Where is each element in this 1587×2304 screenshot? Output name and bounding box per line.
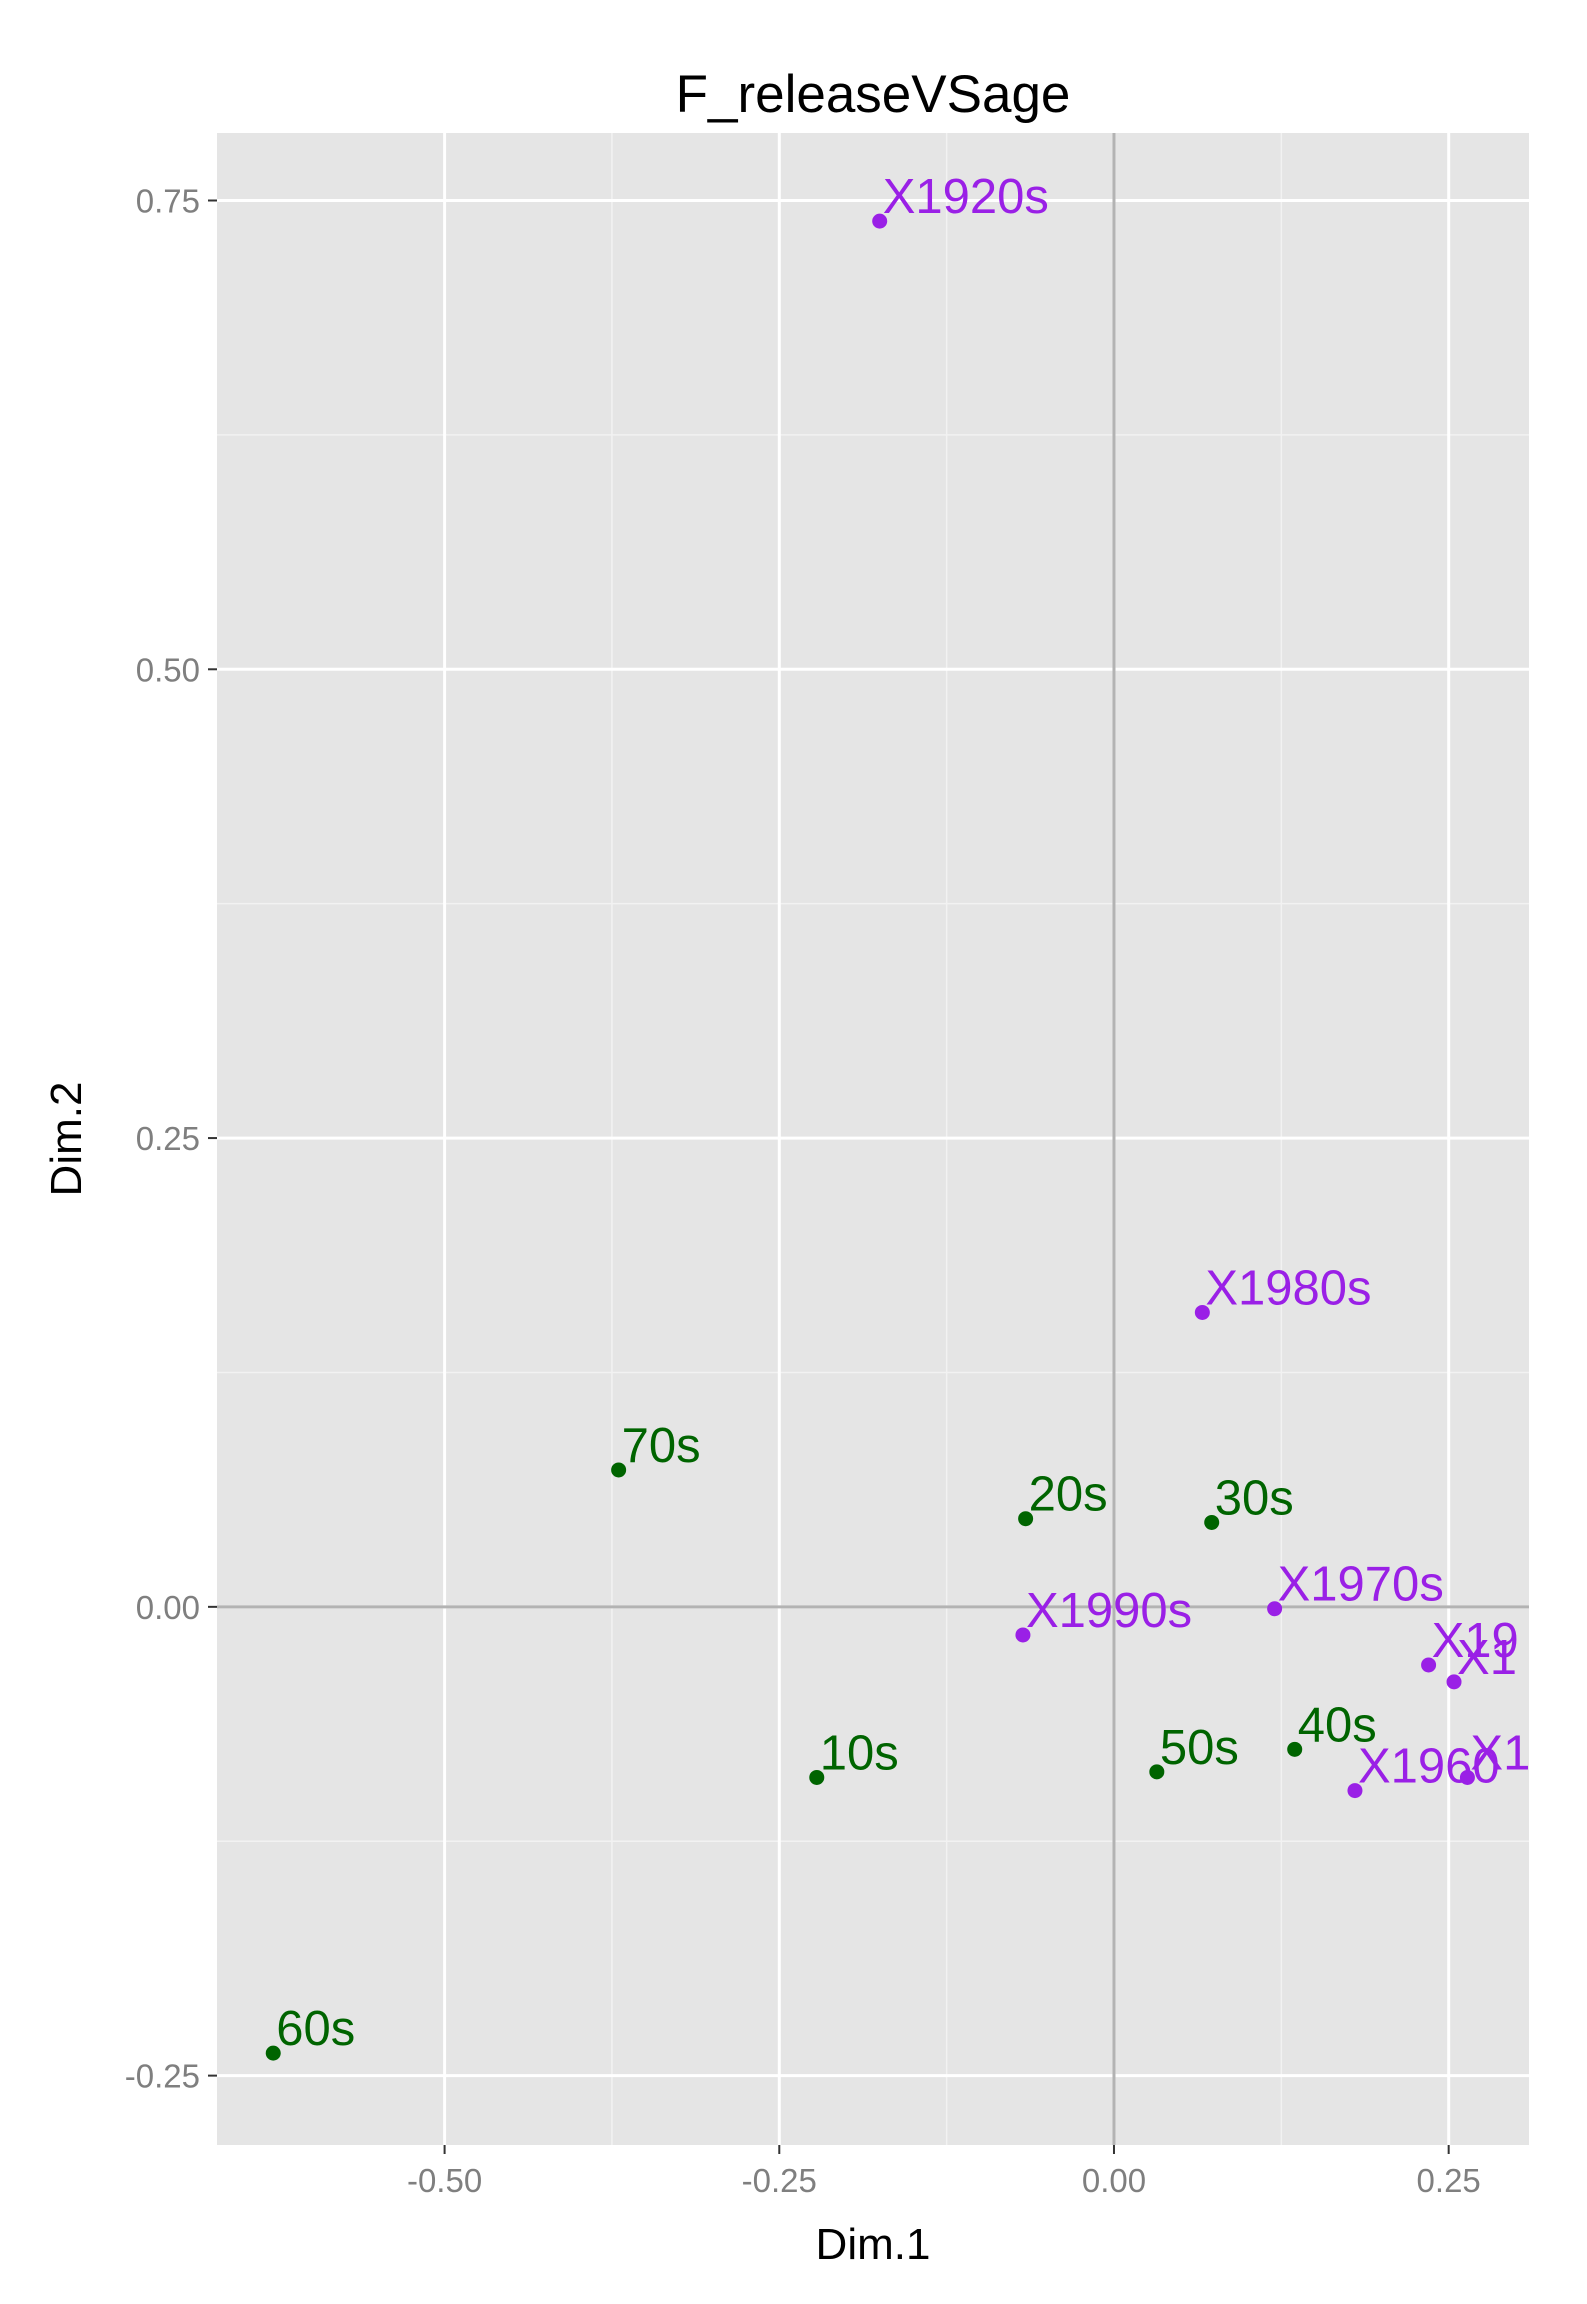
x-tick-label: -0.25 xyxy=(742,2162,817,2199)
axes: -0.50 -0.25 0.00 0.25 -0.25 0.00 0.25 0.50 0.75 xyxy=(125,183,1481,2199)
data-point xyxy=(265,2045,281,2061)
x-tick-label: 0.25 xyxy=(1417,2162,1481,2199)
data-point-label: X1 xyxy=(1457,1631,1517,1685)
data-point xyxy=(1459,1769,1475,1785)
data-point xyxy=(1149,1764,1165,1780)
data-point-label: 60s xyxy=(276,2002,355,2056)
y-tick-label: 0.75 xyxy=(136,183,200,220)
data-point xyxy=(1194,1304,1210,1320)
data-point xyxy=(1018,1511,1034,1527)
x-tick-label: 0.00 xyxy=(1082,2162,1146,2199)
reference-lines xyxy=(217,133,1529,2145)
data-point xyxy=(1287,1741,1303,1757)
data-point xyxy=(1347,1783,1363,1799)
y-tick-label: 0.00 xyxy=(136,1589,200,1626)
data-point-label: 40s xyxy=(1298,1698,1377,1752)
data-point xyxy=(1421,1657,1437,1673)
data-point xyxy=(1446,1674,1462,1690)
y-axis-title: Dim.2 xyxy=(42,1082,91,1197)
data-point xyxy=(1204,1514,1220,1530)
data-point xyxy=(611,1462,627,1478)
data-point-label: X19 xyxy=(1432,1614,1519,1668)
data-point-label: 30s xyxy=(1215,1471,1294,1525)
data-point-label: 10s xyxy=(820,1726,899,1780)
data-point-label: X1990s xyxy=(1026,1584,1192,1638)
data-point xyxy=(1015,1627,1031,1643)
x-tick-label: -0.50 xyxy=(407,2162,482,2199)
x-axis-title: Dim.1 xyxy=(816,2220,931,2269)
data-point xyxy=(872,213,888,229)
chart-title: F_releaseVSage xyxy=(676,65,1071,124)
point-labels: X1920sX1980sX1970sX1990sX19X1X1960X170s2… xyxy=(276,170,1530,2056)
data-points xyxy=(265,213,1475,2061)
y-tick-label: 0.25 xyxy=(136,1120,200,1157)
data-point-label: X1920s xyxy=(883,170,1049,224)
data-point-label: X1980s xyxy=(1205,1261,1371,1315)
y-tick-label: -0.25 xyxy=(125,2058,200,2095)
data-point-label: 70s xyxy=(622,1419,701,1473)
data-point-label: 50s xyxy=(1160,1721,1239,1775)
y-tick-label: 0.50 xyxy=(136,651,200,688)
data-point-label: X1960 xyxy=(1358,1740,1500,1794)
data-point xyxy=(809,1769,825,1785)
data-point-label: X1970s xyxy=(1278,1558,1444,1612)
data-point-label: 20s xyxy=(1029,1468,1108,1522)
data-point-label: X1 xyxy=(1470,1726,1530,1780)
data-point xyxy=(1267,1601,1283,1617)
